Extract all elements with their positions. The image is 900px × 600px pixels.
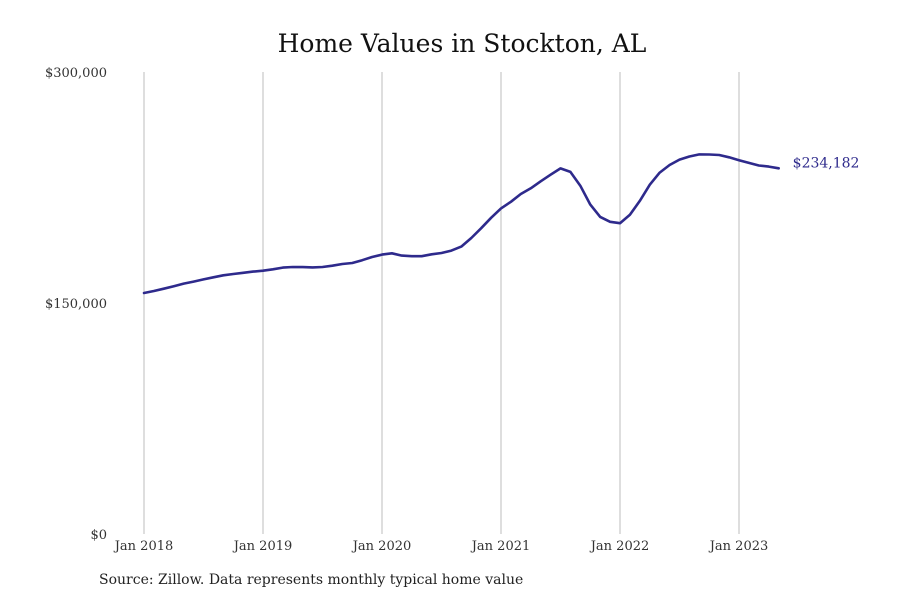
y-tick-label: $150,000 (45, 297, 107, 312)
y-tick-label: $0 (90, 528, 107, 543)
y-tick-label: $300,000 (45, 66, 107, 81)
chart-title: Home Values in Stockton, AL (278, 29, 647, 58)
x-tick-label: Jan 2018 (113, 539, 174, 554)
latest-value-label: $234,182 (793, 155, 860, 171)
gridlines (143, 72, 740, 534)
x-tick-label: Jan 2021 (470, 539, 531, 554)
source-note: Source: Zillow. Data represents monthly … (99, 572, 524, 588)
home-value-line (142, 153, 780, 295)
x-tick-label: Jan 2022 (589, 539, 650, 554)
x-tick-label: Jan 2023 (708, 539, 769, 554)
x-tick-label: Jan 2020 (351, 539, 412, 554)
y-axis-ticks: $0 $150,000 $300,000 (45, 66, 107, 543)
x-tick-label: Jan 2019 (232, 539, 293, 554)
x-axis-ticks: Jan 2018 Jan 2019 Jan 2020 Jan 2021 Jan 2022… (113, 539, 769, 554)
